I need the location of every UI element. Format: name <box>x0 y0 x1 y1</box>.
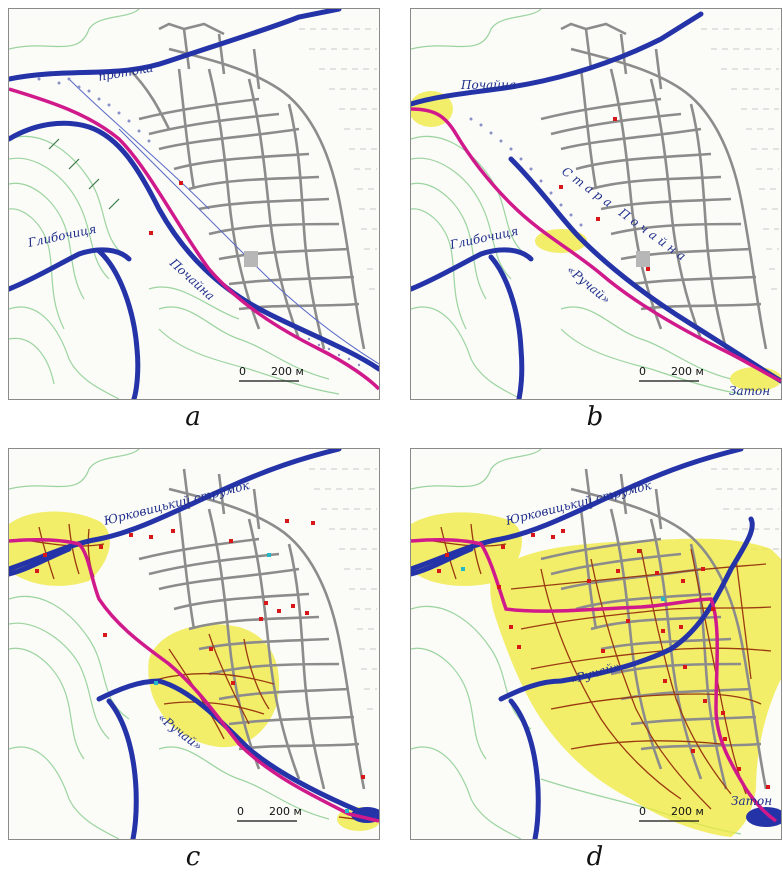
svg-text:0: 0 <box>237 805 244 818</box>
dashed-water-area <box>711 468 779 550</box>
street-network <box>128 22 366 350</box>
cyan-points <box>461 567 665 601</box>
railway-road <box>9 538 379 823</box>
caption-c: c <box>185 842 201 872</box>
railway-road <box>411 107 781 383</box>
map-b-svg: Почайна Стара Почайна Глибочиця «Ручай» … <box>411 9 781 399</box>
red-points <box>559 117 650 271</box>
slope-hatching <box>48 138 120 210</box>
railway-road <box>9 87 379 391</box>
rivers <box>411 449 755 839</box>
svg-text:0: 0 <box>639 805 646 818</box>
sand-dots <box>469 117 583 227</box>
svg-text:200 м: 200 м <box>671 365 704 378</box>
street-network <box>540 22 768 350</box>
square-block <box>636 251 650 267</box>
square-block <box>244 251 258 267</box>
scale-bar: 0 200 м <box>237 805 302 822</box>
river-label-yurkovytskyi: Юрковицький струмок <box>503 478 653 528</box>
scale-bar: 0 200 м <box>239 365 304 382</box>
svg-text:200 м: 200 м <box>269 805 302 818</box>
caption-d: d <box>586 842 604 872</box>
caption-a: a <box>185 402 201 432</box>
river-label-yurkovytskyi: Юрковицький струмок <box>101 478 251 528</box>
dashed-water-area <box>309 468 377 710</box>
rivers <box>9 9 379 399</box>
map-d-svg: Юрковицький струмок «Ручай» Затон 0 200 … <box>411 449 781 839</box>
svg-text:200 м: 200 м <box>271 365 304 378</box>
cyan-points <box>154 553 349 813</box>
river-label-hlybochytsia: Глибочиця <box>26 222 98 250</box>
rivers <box>411 11 781 399</box>
terrain-contours <box>411 9 742 399</box>
harbor-pool <box>746 807 781 827</box>
river-label-zaton: Затон <box>731 794 772 808</box>
small-channels <box>68 78 379 365</box>
caption-b: b <box>586 402 604 432</box>
street-network <box>138 468 366 790</box>
dashed-water-area <box>299 28 377 290</box>
map-panel-a: протока Глибочиця Почайна 0 200 м <box>8 8 380 400</box>
river-label-zaton: Затон <box>729 384 770 398</box>
dashed-water-area <box>701 28 779 290</box>
svg-text:0: 0 <box>239 365 246 378</box>
map-c-svg: Юрковицький струмок «Ручай» 0 200 м <box>9 449 379 839</box>
map-panel-d: Юрковицький струмок «Ручай» Затон 0 200 … <box>410 448 782 840</box>
svg-text:200 м: 200 м <box>671 805 704 818</box>
river-label-pochaina: Почайна <box>460 78 516 92</box>
red-points <box>149 181 183 235</box>
river-label-protoka: протока <box>97 61 154 84</box>
svg-text:0: 0 <box>639 365 646 378</box>
map-a-svg: протока Глибочиця Почайна 0 200 м <box>9 9 379 399</box>
scale-bar: 0 200 м <box>639 365 704 382</box>
terrain-contours <box>9 9 340 399</box>
terrain-contours <box>9 449 330 839</box>
map-panel-c: Юрковицький струмок «Ручай» 0 200 м <box>8 448 380 840</box>
red-points <box>35 519 365 779</box>
scale-bar: 0 200 м <box>639 805 704 822</box>
red-points <box>437 529 770 789</box>
railway-road <box>411 538 778 823</box>
channel-network <box>420 523 772 810</box>
river-label-ruchai: «Ручай» <box>564 263 613 307</box>
map-panel-b: Почайна Стара Почайна Глибочиця «Ручай» … <box>410 8 782 400</box>
